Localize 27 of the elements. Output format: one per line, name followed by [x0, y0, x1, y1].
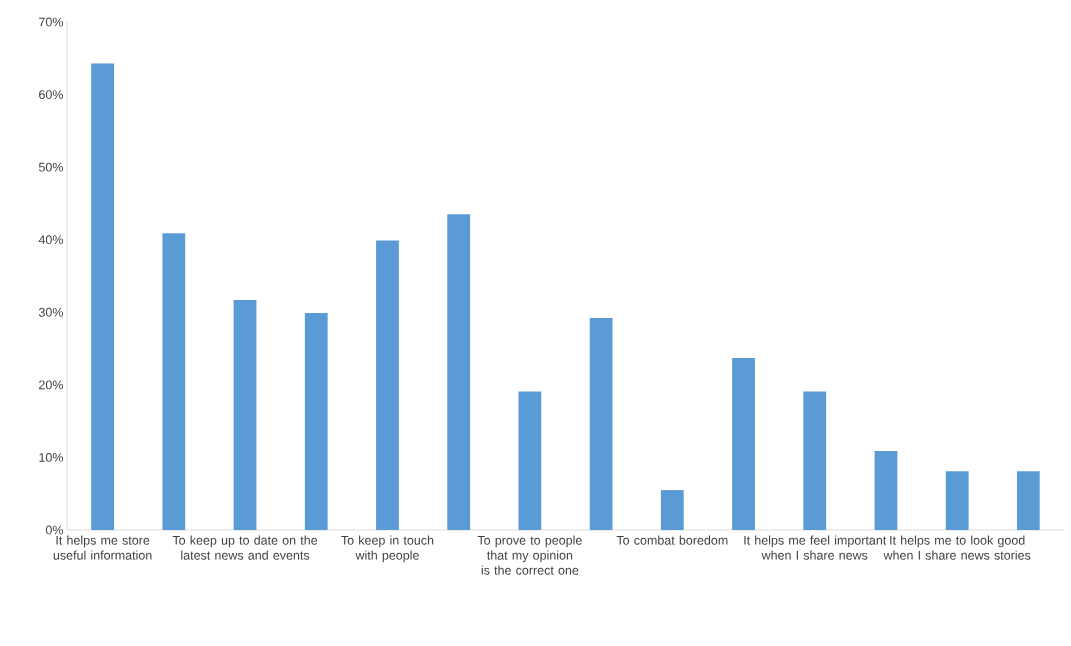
bar: [162, 233, 186, 530]
bar: [447, 214, 471, 530]
bar: [376, 240, 399, 530]
x-tick-label: To keep in touch with people: [341, 535, 434, 563]
x-tick-label: To combat boredom: [616, 535, 728, 545]
y-tick-label: 20%: [39, 380, 64, 390]
bar: [233, 299, 257, 530]
y-tick-label: 60%: [39, 90, 64, 99]
bar: [660, 490, 684, 530]
y-tick-label: 40%: [38, 235, 64, 245]
y-tick-label: 10%: [39, 453, 64, 462]
bar: [1017, 471, 1040, 530]
x-tick-label: To keep up to date on the latest news and events: [172, 535, 318, 560]
bar: [589, 318, 613, 530]
bar: [803, 391, 827, 530]
bar: [304, 313, 328, 530]
y-tick-label: 30%: [38, 307, 64, 317]
bar: [91, 63, 114, 530]
bar: [945, 471, 969, 530]
y-tick-label: 70%: [39, 17, 64, 27]
y-tick-label: 0%: [45, 525, 64, 535]
bar: [518, 391, 542, 530]
x-tick-label: It helps me store useful information: [53, 535, 152, 560]
y-tick-label: 50%: [38, 162, 64, 172]
bar: [732, 358, 755, 530]
x-tick-label: To prove to people that my opinion is the correct one: [477, 535, 582, 575]
bar: [874, 450, 898, 530]
